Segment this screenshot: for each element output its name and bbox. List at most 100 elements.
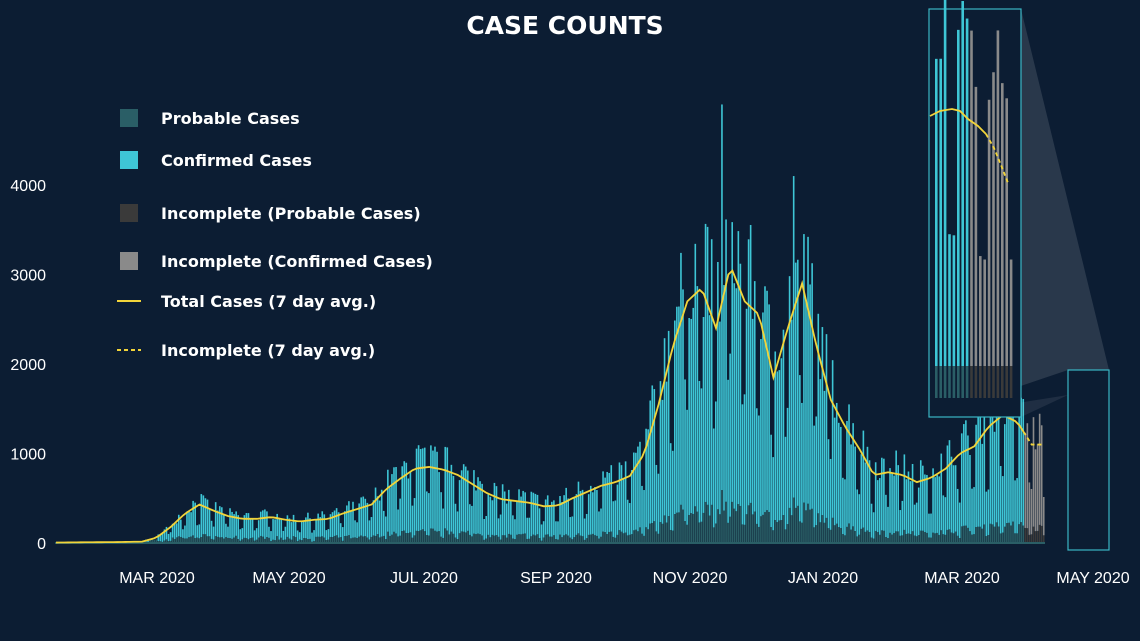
bar-confirmed bbox=[169, 532, 172, 541]
bar-confirmed bbox=[848, 404, 850, 524]
bar-confirmed bbox=[216, 510, 219, 537]
bar-probable bbox=[376, 534, 379, 543]
bar-confirmed bbox=[413, 498, 416, 536]
bar-probable bbox=[977, 526, 979, 543]
bar-probable bbox=[948, 529, 951, 543]
bar-probable bbox=[649, 523, 652, 543]
bar-confirmed bbox=[1006, 377, 1008, 524]
bar-probable bbox=[233, 537, 235, 543]
bar-probable bbox=[694, 506, 697, 543]
bar-probable bbox=[528, 538, 531, 543]
bar-confirmed bbox=[587, 494, 590, 535]
bar-confirmed bbox=[723, 285, 725, 511]
bar-probable bbox=[950, 532, 953, 543]
bar-confirmed bbox=[218, 506, 221, 538]
bar-probable bbox=[292, 536, 295, 543]
bar-confirmed bbox=[577, 481, 580, 534]
bar-probable bbox=[696, 511, 699, 543]
bar-confirmed bbox=[538, 508, 541, 539]
bar-confirmed bbox=[840, 426, 842, 528]
bar-confirmed bbox=[653, 389, 656, 522]
bar-confirmed bbox=[565, 487, 567, 535]
x-tick-label: NOV 2020 bbox=[653, 570, 728, 587]
bar-probable bbox=[546, 534, 549, 543]
bar-confirmed bbox=[930, 513, 932, 538]
bar-confirmed bbox=[315, 519, 317, 537]
inset-bar-confirmed bbox=[965, 18, 969, 367]
bar-probable bbox=[479, 534, 481, 543]
bar-probable bbox=[710, 504, 713, 543]
bar-confirmed bbox=[835, 402, 838, 524]
bar-confirmed bbox=[473, 470, 475, 534]
inset-bar-confirmed bbox=[952, 235, 956, 366]
bar-confirmed bbox=[715, 401, 717, 524]
bar-confirmed bbox=[997, 411, 1000, 527]
bar-probable bbox=[860, 528, 863, 543]
bar-incomplete-probable bbox=[1030, 534, 1033, 543]
inset-bar-confirmed bbox=[948, 234, 951, 366]
bar-probable bbox=[362, 536, 365, 543]
bar-probable bbox=[635, 529, 637, 543]
bar-confirmed bbox=[770, 434, 772, 527]
bar-probable bbox=[805, 510, 807, 543]
inset-bar-incomplete-confirmed bbox=[1005, 98, 1008, 366]
bar-confirmed bbox=[708, 315, 711, 516]
bar-probable bbox=[505, 537, 508, 543]
bar-probable bbox=[850, 529, 852, 543]
bar-probable bbox=[239, 540, 242, 543]
bar-confirmed bbox=[1022, 398, 1025, 526]
bar-confirmed bbox=[456, 511, 459, 540]
bar-confirmed bbox=[247, 513, 250, 540]
bar-probable bbox=[571, 539, 574, 543]
bar-confirmed bbox=[477, 477, 479, 534]
bar-confirmed bbox=[743, 394, 746, 525]
bar-confirmed bbox=[327, 529, 330, 540]
bar-confirmed bbox=[391, 474, 393, 535]
bar-probable bbox=[715, 523, 717, 543]
bar-confirmed bbox=[702, 317, 705, 513]
bar-probable bbox=[745, 514, 748, 543]
bar-probable bbox=[149, 540, 151, 543]
bar-probable bbox=[456, 539, 459, 543]
legend-label: Incomplete (Probable Cases) bbox=[161, 204, 421, 223]
bar-confirmed bbox=[913, 504, 916, 536]
bar-confirmed bbox=[669, 443, 672, 530]
bar-probable bbox=[409, 532, 412, 543]
bar-probable bbox=[909, 534, 912, 543]
bar-probable bbox=[575, 534, 578, 543]
bar-confirmed bbox=[505, 503, 508, 538]
bar-confirmed bbox=[356, 522, 358, 538]
bar-confirmed bbox=[594, 487, 596, 536]
bar-probable bbox=[813, 527, 815, 543]
bar-confirmed bbox=[915, 502, 918, 537]
bar-probable bbox=[194, 538, 196, 543]
bar-confirmed bbox=[905, 479, 908, 534]
bar-probable bbox=[985, 536, 988, 543]
inset-bar-probable bbox=[957, 366, 960, 398]
bar-confirmed bbox=[378, 500, 381, 538]
bar-probable bbox=[368, 539, 371, 543]
bar-probable bbox=[842, 534, 844, 543]
bar-probable bbox=[1020, 522, 1023, 543]
bar-probable bbox=[684, 521, 686, 543]
bar-confirmed bbox=[551, 501, 553, 537]
bar-confirmed bbox=[403, 461, 406, 531]
bar-confirmed bbox=[735, 288, 738, 512]
bar-probable bbox=[532, 534, 535, 543]
bar-confirmed bbox=[421, 448, 424, 530]
bar-probable bbox=[965, 525, 967, 543]
bar-probable bbox=[378, 537, 381, 543]
bar-confirmed bbox=[850, 444, 852, 530]
bar-probable bbox=[1016, 533, 1018, 543]
inset-bar-incomplete-probable bbox=[992, 366, 995, 398]
bar-confirmed bbox=[298, 532, 301, 540]
bar-probable bbox=[854, 531, 856, 543]
inset-bar-incomplete-probable bbox=[970, 366, 973, 398]
bar-confirmed bbox=[423, 447, 426, 532]
bar-probable bbox=[555, 539, 557, 543]
bar-probable bbox=[364, 536, 367, 543]
bar-confirmed bbox=[1018, 415, 1020, 525]
bar-probable bbox=[204, 534, 207, 543]
bar-confirmed bbox=[608, 472, 611, 532]
